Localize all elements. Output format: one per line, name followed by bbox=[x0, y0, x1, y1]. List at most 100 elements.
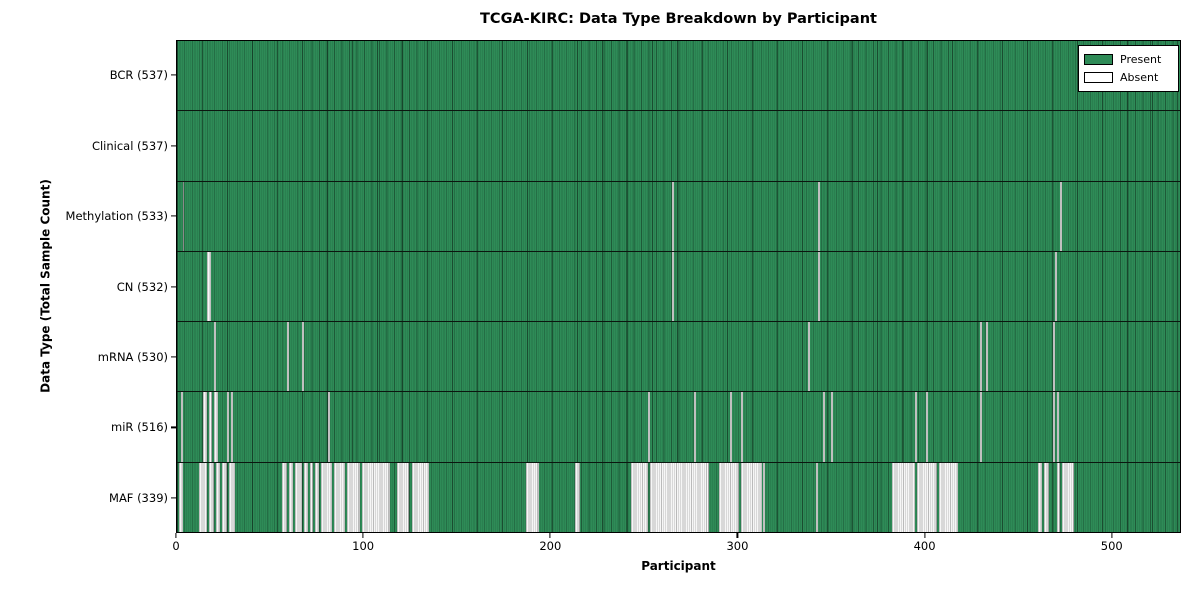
absent-stripe bbox=[823, 392, 826, 462]
chart-title: TCGA-KIRC: Data Type Breakdown by Partic… bbox=[480, 11, 877, 27]
absent-stripe bbox=[892, 462, 915, 532]
absent-stripe bbox=[315, 462, 319, 532]
absent-stripe bbox=[412, 462, 430, 532]
absent-stripe bbox=[1052, 392, 1055, 462]
y-tick-label: MAF (339) bbox=[109, 490, 168, 505]
x-tick-label: 400 bbox=[913, 539, 936, 553]
heatmap-row-clinical bbox=[177, 111, 1180, 182]
absent-stripe bbox=[1060, 181, 1063, 251]
absent-stripe bbox=[214, 322, 217, 392]
absent-stripe bbox=[227, 392, 230, 462]
absent-stripe bbox=[1043, 462, 1050, 532]
absent-stripe bbox=[333, 462, 346, 532]
legend-item-absent: Absent bbox=[1084, 70, 1173, 84]
absent-stripe bbox=[180, 392, 183, 462]
x-axis-title: Participant bbox=[641, 559, 716, 573]
x-tick-mark bbox=[362, 533, 364, 538]
y-tick-label: miR (516) bbox=[111, 420, 168, 435]
absent-stripe bbox=[939, 462, 958, 532]
absent-stripe bbox=[980, 392, 982, 462]
absent-stripe bbox=[199, 462, 207, 532]
absent-stripe bbox=[1054, 251, 1057, 322]
absent-stripe bbox=[649, 462, 710, 532]
absent-stripe bbox=[1062, 462, 1074, 532]
absent-stripe bbox=[808, 322, 811, 392]
absent-stripe bbox=[671, 251, 674, 322]
absent-stripe bbox=[221, 462, 228, 532]
absent-stripe bbox=[925, 392, 928, 462]
legend: Present Absent bbox=[1078, 45, 1179, 92]
plot-rows bbox=[177, 41, 1180, 532]
x-tick-mark bbox=[736, 533, 739, 538]
absent-stripe bbox=[287, 322, 290, 392]
x-tick-mark bbox=[549, 533, 551, 538]
heatmap-row-bcr bbox=[177, 41, 1180, 112]
absent-stripe bbox=[328, 392, 331, 462]
absent-stripe bbox=[229, 462, 235, 532]
heatmap-row-methylation bbox=[177, 181, 1180, 252]
absent-stripe bbox=[718, 462, 740, 532]
absent-stripe bbox=[208, 392, 213, 462]
plot-area bbox=[176, 40, 1181, 533]
absent-stripe bbox=[289, 462, 293, 532]
absent-stripe bbox=[741, 462, 762, 532]
y-tick-mark bbox=[171, 215, 176, 217]
heatmap-row-mir bbox=[177, 392, 1180, 463]
absent-stripe bbox=[526, 462, 540, 532]
absent-stripe bbox=[281, 462, 288, 532]
y-tick-label: Clinical (537) bbox=[91, 138, 168, 153]
absent-stripe bbox=[214, 392, 219, 462]
x-tick-label: 0 bbox=[172, 539, 180, 553]
absent-stripe bbox=[1056, 392, 1059, 462]
y-tick-mark bbox=[171, 426, 176, 428]
x-tick-label: 300 bbox=[726, 539, 749, 553]
heatmap-row-cn bbox=[177, 251, 1180, 323]
absent-stripe bbox=[231, 392, 234, 462]
y-tick-mark bbox=[171, 145, 176, 147]
legend-label: Present bbox=[1120, 53, 1162, 67]
absent-stripe bbox=[397, 462, 409, 532]
absent-stripe bbox=[304, 462, 308, 532]
absent-stripe bbox=[294, 462, 303, 532]
absent-stripe bbox=[208, 462, 215, 532]
absent-stripe bbox=[346, 462, 361, 532]
legend-item-present: Present bbox=[1084, 53, 1173, 67]
absent-stripe bbox=[694, 392, 697, 462]
heatmap-row-maf bbox=[177, 462, 1180, 532]
y-tick-label: CN (532) bbox=[116, 279, 168, 294]
x-tick-label: 100 bbox=[352, 539, 375, 553]
absent-stripe bbox=[203, 392, 207, 462]
x-tick-mark bbox=[175, 533, 177, 538]
absent-stripe bbox=[1038, 462, 1042, 532]
legend-label: Absent bbox=[1120, 70, 1159, 84]
y-tick-mark bbox=[171, 74, 176, 76]
x-tick-label: 500 bbox=[1100, 539, 1123, 553]
legend-swatch-present bbox=[1084, 54, 1113, 66]
absent-stripe bbox=[914, 392, 917, 462]
absent-stripe bbox=[815, 462, 818, 532]
absent-stripe bbox=[1056, 462, 1061, 532]
absent-stripe bbox=[361, 462, 390, 532]
x-tick-mark bbox=[924, 533, 926, 538]
absent-stripe bbox=[985, 322, 988, 392]
y-tick-label: Methylation (533) bbox=[65, 209, 168, 224]
y-tick-mark bbox=[171, 285, 176, 288]
y-tick-label: mRNA (530) bbox=[97, 349, 168, 364]
absent-stripe bbox=[206, 251, 211, 322]
y-tick-mark bbox=[171, 497, 176, 499]
y-tick-mark bbox=[171, 356, 176, 358]
y-tick-label: BCR (537) bbox=[109, 68, 168, 83]
legend-swatch-absent bbox=[1084, 71, 1113, 83]
absent-stripe bbox=[302, 322, 304, 392]
absent-stripe bbox=[980, 322, 982, 392]
absent-stripe bbox=[1052, 322, 1055, 392]
x-tick-mark bbox=[1111, 533, 1113, 538]
absent-stripe bbox=[830, 392, 833, 462]
absent-stripe bbox=[916, 462, 938, 532]
absent-stripe bbox=[574, 462, 581, 532]
heatmap-row-mrna bbox=[177, 322, 1180, 393]
absent-stripe bbox=[309, 462, 314, 532]
absent-stripe bbox=[817, 251, 820, 322]
absent-stripe bbox=[763, 462, 766, 532]
